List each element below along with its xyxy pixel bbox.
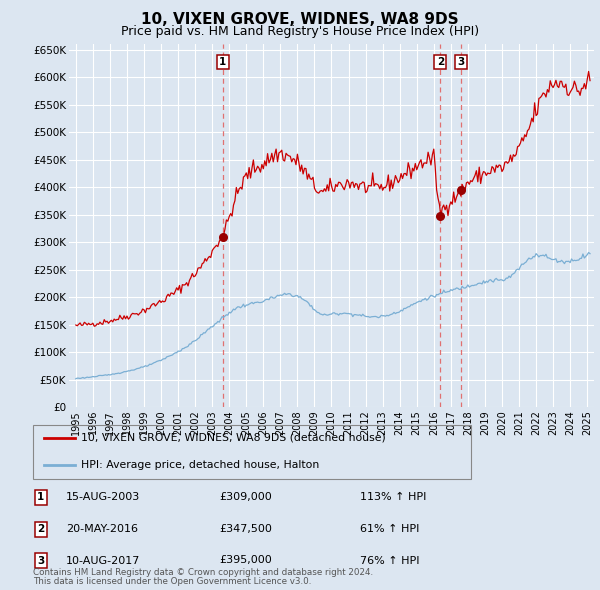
Text: 3: 3 (457, 57, 464, 67)
Text: 113% ↑ HPI: 113% ↑ HPI (360, 493, 427, 502)
Text: HPI: Average price, detached house, Halton: HPI: Average price, detached house, Halt… (81, 460, 319, 470)
Text: 1: 1 (37, 493, 44, 502)
Text: £347,500: £347,500 (219, 525, 272, 534)
Text: 2: 2 (37, 525, 44, 534)
Text: 2: 2 (437, 57, 444, 67)
Text: 10, VIXEN GROVE, WIDNES, WA8 9DS (detached house): 10, VIXEN GROVE, WIDNES, WA8 9DS (detach… (81, 433, 386, 443)
Text: 61% ↑ HPI: 61% ↑ HPI (360, 525, 419, 534)
Text: 1: 1 (219, 57, 226, 67)
Text: £395,000: £395,000 (219, 556, 272, 565)
Text: This data is licensed under the Open Government Licence v3.0.: This data is licensed under the Open Gov… (33, 578, 311, 586)
Text: Price paid vs. HM Land Registry's House Price Index (HPI): Price paid vs. HM Land Registry's House … (121, 25, 479, 38)
Text: 20-MAY-2016: 20-MAY-2016 (66, 525, 138, 534)
Text: Contains HM Land Registry data © Crown copyright and database right 2024.: Contains HM Land Registry data © Crown c… (33, 568, 373, 577)
Text: 15-AUG-2003: 15-AUG-2003 (66, 493, 140, 502)
Text: 10-AUG-2017: 10-AUG-2017 (66, 556, 140, 565)
Text: £309,000: £309,000 (219, 493, 272, 502)
Text: 10, VIXEN GROVE, WIDNES, WA8 9DS: 10, VIXEN GROVE, WIDNES, WA8 9DS (141, 12, 459, 27)
Text: 3: 3 (37, 556, 44, 565)
Text: 76% ↑ HPI: 76% ↑ HPI (360, 556, 419, 565)
